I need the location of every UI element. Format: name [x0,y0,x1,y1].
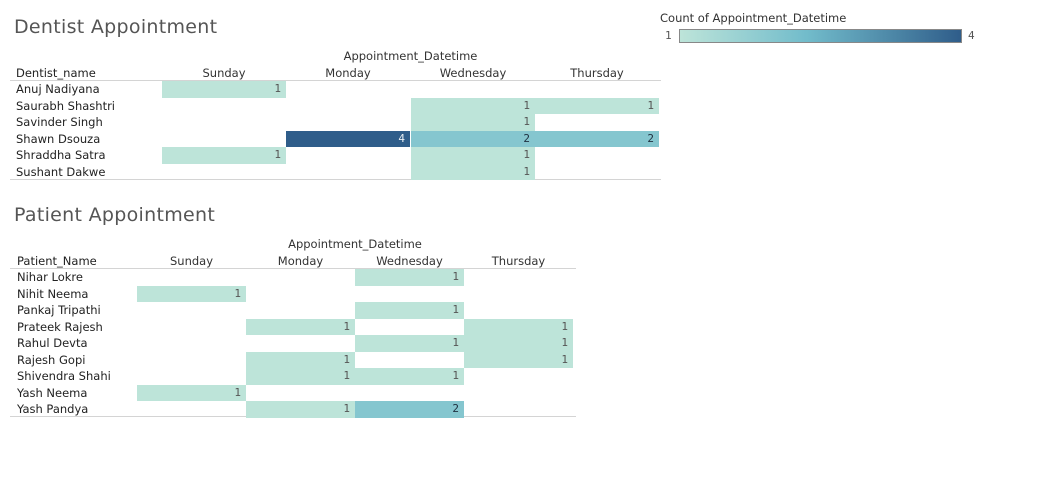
legend-min-label: 1 [665,29,672,42]
column-dimension-label: Appointment_Datetime [343,49,478,63]
row-label: Nihar Lokre [17,270,83,284]
heatmap-cell[interactable]: 1 [355,368,464,385]
column-header-thursday: Thursday [570,66,624,80]
row-label: Rahul Devta [17,336,88,350]
heatmap-cell[interactable]: 1 [246,401,355,418]
row-label: Shraddha Satra [16,148,106,162]
heatmap-cell[interactable]: 1 [355,302,464,319]
legend-max-label: 4 [968,29,975,42]
column-header-wednesday: Wednesday [439,66,507,80]
heatmap-cell[interactable]: 1 [246,318,355,335]
heatmap-cell[interactable]: 1 [246,351,355,368]
column-dimension-label: Appointment_Datetime [288,237,422,251]
heatmap-cell[interactable]: 2 [535,130,659,147]
row-label: Rajesh Gopi [17,352,86,367]
bottom-divider [10,179,661,180]
heatmap-cell[interactable]: 1 [411,163,535,180]
heatmap-cell[interactable]: 1 [137,285,246,302]
column-header-thursday: Thursday [491,254,546,268]
column-header-sunday: Sunday [169,254,214,268]
column-header-wednesday: Wednesday [376,254,443,268]
row-label: Sushant Dakwe [16,164,106,179]
header-divider [10,80,661,81]
row-label: Shawn Dsouza [16,131,101,146]
patient-chart-title: Patient Appointment [14,204,216,226]
heatmap-cell[interactable]: 1 [355,269,464,286]
heatmap-cell[interactable]: 2 [411,130,535,147]
heatmap-cell[interactable]: 1 [411,114,535,131]
dentist-chart-title: Dentist Appointment [14,16,218,38]
row-label: Yash Neema [17,385,88,400]
heatmap-cell[interactable]: 1 [411,97,535,114]
row-label: Anuj Nadiyana [16,82,100,96]
row-label: Yash Pandya [17,402,89,416]
column-header-monday: Monday [277,254,324,268]
heatmap-cell[interactable]: 1 [535,97,659,114]
heatmap-cell[interactable]: 1 [464,335,573,352]
heatmap-cell[interactable]: 4 [286,130,410,147]
column-header-sunday: Sunday [202,66,246,80]
legend-title: Count of Appointment_Datetime [660,11,847,25]
row-label: Saurabh Shashtri [16,98,116,113]
row-label: Savinder Singh [16,115,103,129]
heatmap-cell[interactable]: 1 [411,147,535,164]
heatmap-cell[interactable]: 1 [355,335,464,352]
legend-color-ramp [679,29,962,43]
row-dimension-label: Patient_Name [17,254,97,268]
column-header-monday: Monday [325,66,371,80]
heatmap-cell[interactable]: 1 [464,351,573,368]
row-label: Pankaj Tripathi [17,303,101,317]
heatmap-cell[interactable]: 1 [162,147,286,164]
row-label: Shivendra Shahi [17,369,111,383]
heatmap-cell[interactable]: 1 [464,318,573,335]
heatmap-cell[interactable]: 1 [162,81,286,98]
heatmap-cell[interactable]: 1 [137,384,246,401]
row-label: Nihit Neema [17,286,89,301]
row-label: Prateek Rajesh [17,319,103,334]
row-dimension-label: Dentist_name [16,66,96,80]
heatmap-cell[interactable]: 2 [355,401,464,418]
header-divider [10,268,576,269]
heatmap-cell[interactable]: 1 [246,368,355,385]
